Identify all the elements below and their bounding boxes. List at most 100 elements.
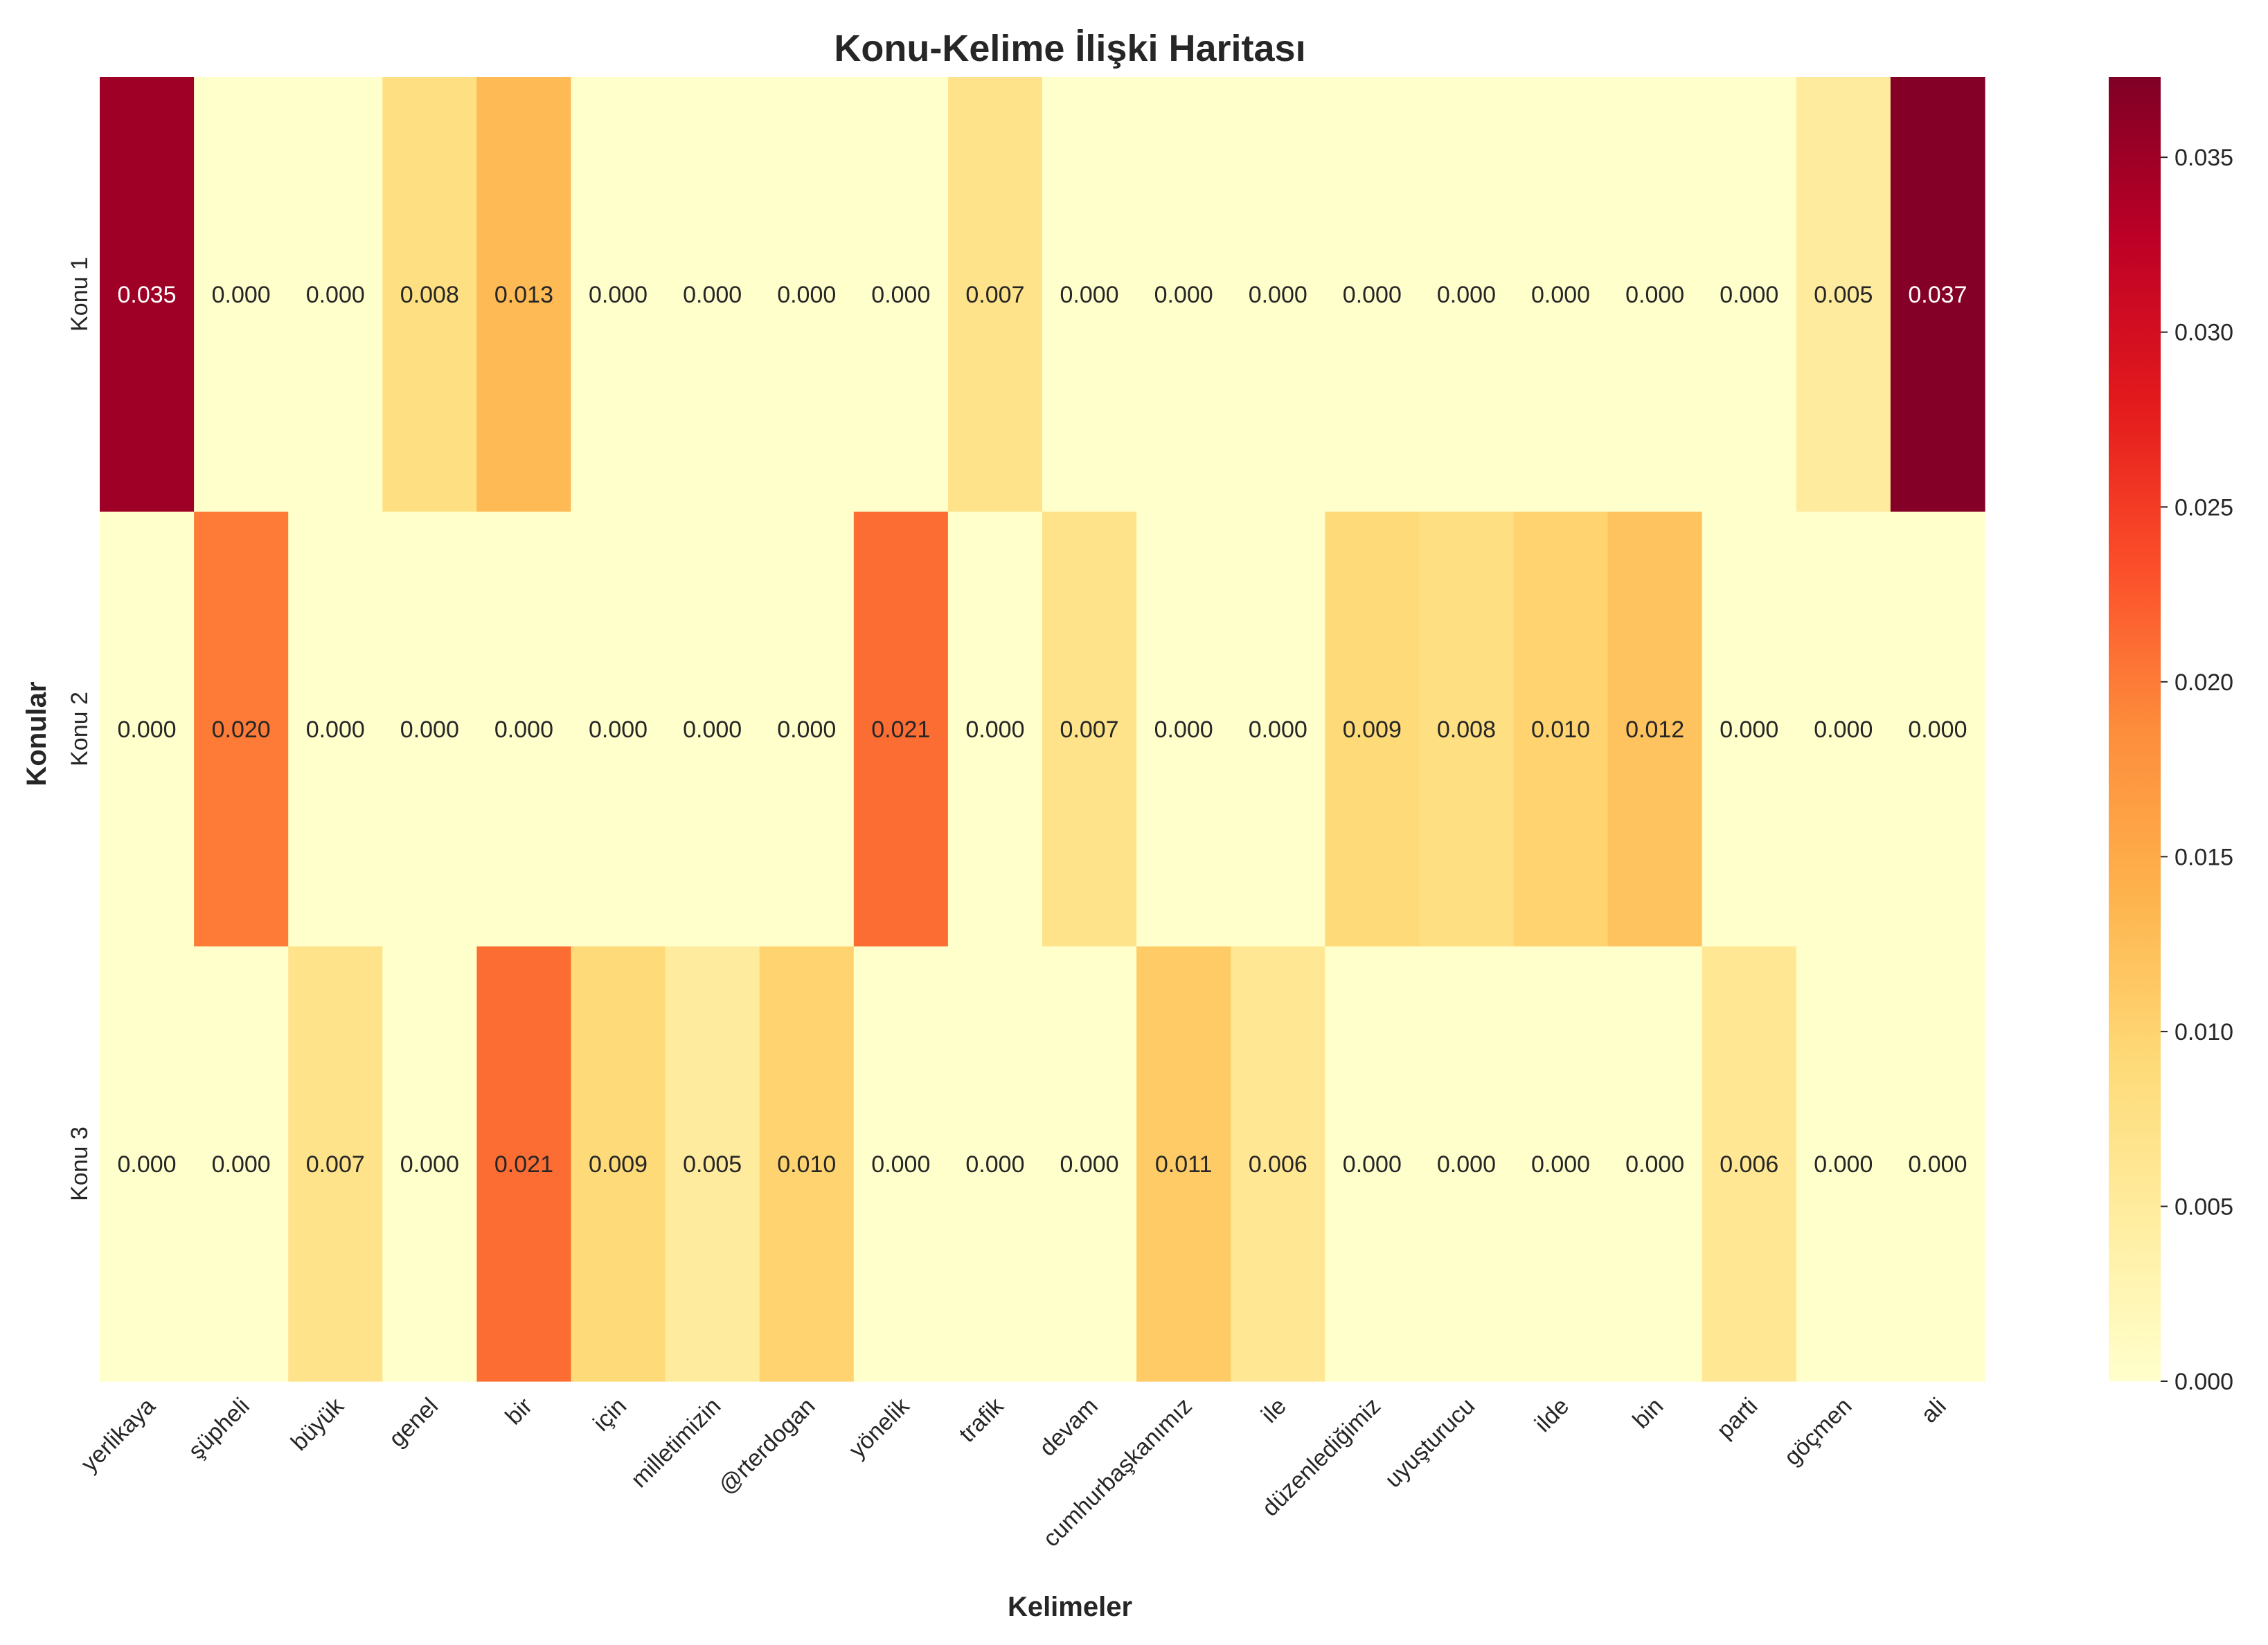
heatmap-cell bbox=[947, 946, 1043, 1382]
heatmap-cell bbox=[665, 512, 760, 947]
heatmap-cell bbox=[194, 946, 289, 1382]
cell-value-label: 0.021 bbox=[494, 1151, 553, 1178]
cell-value-label: 0.000 bbox=[777, 282, 836, 308]
cell-value-label: 0.000 bbox=[1154, 282, 1213, 308]
cell-value-label: 0.000 bbox=[1908, 717, 1967, 743]
y-tick-label: Konu 1 bbox=[66, 257, 93, 332]
heatmap-cell bbox=[288, 77, 383, 512]
x-tick-label: için bbox=[588, 1393, 632, 1437]
cell-value-label: 0.007 bbox=[306, 1151, 365, 1178]
colorbar-ticks: 0.000 0.005 0.010 0.015 0.020 0.025 0.030 0.035 bbox=[2161, 145, 2233, 1395]
colorbar-tick-label: 0.025 bbox=[2175, 494, 2233, 521]
colorbar-tick-label: 0.010 bbox=[2175, 1019, 2233, 1045]
x-tick-label: göçmen bbox=[1779, 1393, 1857, 1471]
heatmap-cell bbox=[1231, 512, 1325, 947]
x-tick-label: bin bbox=[1627, 1393, 1668, 1434]
heatmap-cell bbox=[1702, 77, 1797, 512]
cell-value-label: 0.000 bbox=[683, 717, 742, 743]
heatmap-cell bbox=[759, 512, 855, 947]
cell-value-label: 0.000 bbox=[1814, 717, 1873, 743]
cell-value-label: 0.021 bbox=[871, 717, 930, 743]
heatmap-cell bbox=[1042, 77, 1137, 512]
heatmap-cell bbox=[1607, 77, 1703, 512]
heatmap-cell bbox=[1796, 946, 1891, 1382]
heatmap-cell bbox=[288, 946, 383, 1382]
x-axis-label: Kelimeler bbox=[1008, 1592, 1132, 1622]
cell-value-label: 0.006 bbox=[1249, 1151, 1307, 1178]
cell-value-label: 0.000 bbox=[1720, 717, 1778, 743]
cell-value-label: 0.000 bbox=[306, 282, 365, 308]
cell-value-label: 0.011 bbox=[1155, 1151, 1213, 1178]
cell-value-label: 0.000 bbox=[118, 1151, 177, 1178]
x-tick-label: devam bbox=[1035, 1393, 1103, 1462]
y-tick-label: Konu 3 bbox=[66, 1126, 93, 1201]
x-tick-labels: yerlikaya şüpheli büyük genel bir içinmilleti… bbox=[76, 1392, 1952, 1552]
x-tick-label: genel bbox=[384, 1393, 443, 1453]
heatmap-cell-labels: 0.035 0.000 0.000 0.008 0.013 0.000 0.000 0.000… bbox=[118, 282, 1967, 1178]
cell-value-label: 0.000 bbox=[871, 1151, 930, 1178]
colorbar-tick-label: 0.005 bbox=[2175, 1194, 2233, 1220]
x-tick-label: uyuşturucu bbox=[1380, 1393, 1480, 1493]
heatmap-cell bbox=[1796, 77, 1891, 512]
x-tick-label: yerlikaya bbox=[76, 1393, 161, 1477]
heatmap-cell bbox=[476, 946, 572, 1382]
heatmap-cell bbox=[1796, 512, 1891, 947]
cell-value-label: 0.000 bbox=[1249, 282, 1307, 308]
y-tick-label: Konu 2 bbox=[66, 692, 93, 766]
cell-value-label: 0.037 bbox=[1908, 282, 1967, 308]
cell-value-label: 0.020 bbox=[212, 717, 271, 743]
heatmap-cell bbox=[1890, 512, 1985, 947]
cell-value-label: 0.005 bbox=[1814, 282, 1873, 308]
heatmap-cell bbox=[1702, 946, 1797, 1382]
heatmap-cell bbox=[1513, 946, 1609, 1382]
cell-value-label: 0.000 bbox=[1343, 1151, 1402, 1178]
heatmap-cell bbox=[194, 77, 289, 512]
heatmap-cell bbox=[1890, 77, 1985, 512]
x-tick-label: trafik bbox=[954, 1392, 1010, 1448]
cell-value-label: 0.009 bbox=[1343, 717, 1402, 743]
heatmap-cell bbox=[1231, 946, 1325, 1382]
heatmap-cell bbox=[1325, 77, 1420, 512]
cell-value-label: 0.000 bbox=[777, 717, 836, 743]
heatmap-cell bbox=[759, 77, 855, 512]
cell-value-label: 0.000 bbox=[1437, 1151, 1496, 1178]
heatmap-cell bbox=[1042, 512, 1137, 947]
x-tick-label: bir bbox=[501, 1393, 538, 1430]
cell-value-label: 0.000 bbox=[1154, 717, 1213, 743]
cell-value-label: 0.000 bbox=[1343, 282, 1402, 308]
heatmap-cell bbox=[1042, 946, 1137, 1382]
heatmap-cell bbox=[1325, 946, 1420, 1382]
colorbar bbox=[2109, 77, 2161, 1381]
cell-value-label: 0.000 bbox=[965, 717, 1024, 743]
heatmap-cell bbox=[1513, 77, 1609, 512]
chart-title: Konu-Kelime İlişki Haritası bbox=[834, 28, 1305, 69]
heatmap-cell bbox=[100, 946, 195, 1382]
heatmap-cell bbox=[665, 946, 760, 1382]
cell-value-label: 0.008 bbox=[400, 282, 459, 308]
cell-value-label: 0.000 bbox=[1720, 282, 1778, 308]
heatmap-cell bbox=[1419, 512, 1515, 947]
heatmap-cell bbox=[1513, 512, 1609, 947]
y-axis-label: Konular bbox=[21, 681, 52, 786]
cell-value-label: 0.010 bbox=[1531, 717, 1590, 743]
cell-value-label: 0.000 bbox=[1814, 1151, 1873, 1178]
heatmap-cell bbox=[853, 77, 949, 512]
heatmap-cell bbox=[1702, 512, 1797, 947]
heatmap-cell bbox=[1136, 512, 1231, 947]
heatmap-cell bbox=[476, 512, 572, 947]
heatmap-cell bbox=[571, 77, 666, 512]
x-tick-label: parti bbox=[1712, 1393, 1763, 1444]
x-tick-label: ali bbox=[1916, 1393, 1952, 1428]
cell-value-label: 0.000 bbox=[871, 282, 930, 308]
cell-value-label: 0.000 bbox=[212, 282, 271, 308]
heatmap-cell bbox=[947, 77, 1043, 512]
cell-value-label: 0.000 bbox=[1437, 282, 1496, 308]
cell-value-label: 0.000 bbox=[1531, 282, 1590, 308]
heatmap-cell bbox=[382, 946, 477, 1382]
heatmap-cell bbox=[853, 512, 949, 947]
heatmap-cell bbox=[382, 512, 477, 947]
cell-value-label: 0.000 bbox=[1060, 1151, 1119, 1178]
x-tick-label: büyük bbox=[286, 1392, 350, 1456]
